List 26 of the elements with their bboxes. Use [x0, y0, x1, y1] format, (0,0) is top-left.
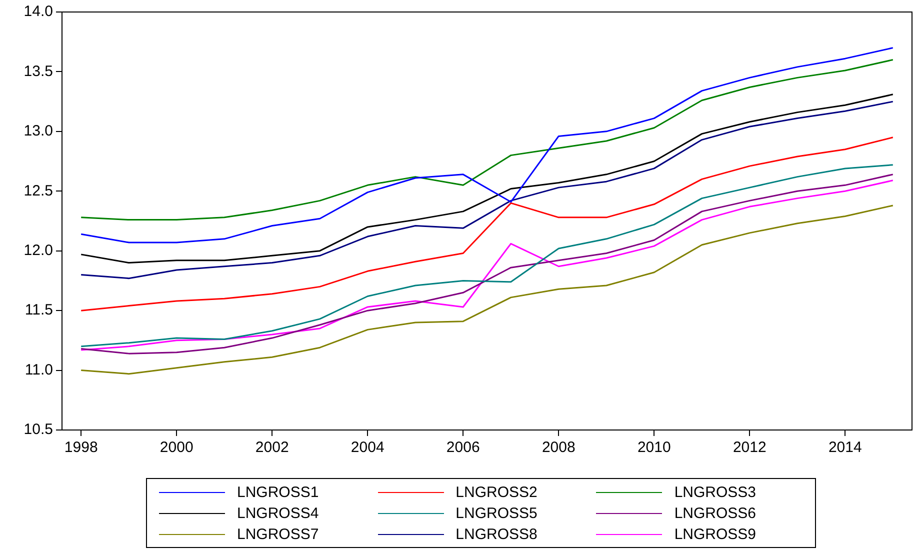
y-tick-label: 13.5 [24, 62, 53, 80]
x-tick-label: 2008 [542, 439, 576, 456]
legend-label: LNGROSS2 [456, 484, 538, 501]
y-tick-label: 13.0 [24, 122, 53, 140]
y-tick-label: 11.5 [24, 302, 53, 319]
legend-label: LNGROSS5 [456, 505, 538, 522]
x-tick-label: 2014 [828, 439, 862, 456]
x-tick-label: 2006 [446, 439, 480, 456]
x-tick-label: 2004 [350, 439, 384, 456]
x-tick-label: 2002 [255, 439, 289, 456]
y-tick-label: 14.0 [24, 3, 53, 20]
legend-label: LNGROSS3 [674, 484, 756, 501]
legend-label: LNGROSS8 [456, 526, 538, 543]
x-tick-label: 2012 [732, 439, 766, 456]
y-tick-label: 10.5 [24, 421, 53, 438]
legend-label: LNGROSS1 [237, 484, 319, 501]
y-tick-label: 11.0 [24, 361, 53, 378]
y-tick-label: 12.0 [24, 242, 53, 259]
y-tick-label: 12.5 [24, 182, 53, 200]
legend-label: LNGROSS4 [237, 505, 319, 522]
x-tick-label: 1998 [64, 439, 98, 456]
legend-label: LNGROSS6 [674, 505, 756, 522]
legend-label: LNGROSS9 [674, 526, 756, 543]
x-tick-label: 2010 [637, 439, 671, 456]
legend-label: LNGROSS7 [237, 526, 319, 543]
x-tick-label: 2000 [160, 439, 194, 456]
